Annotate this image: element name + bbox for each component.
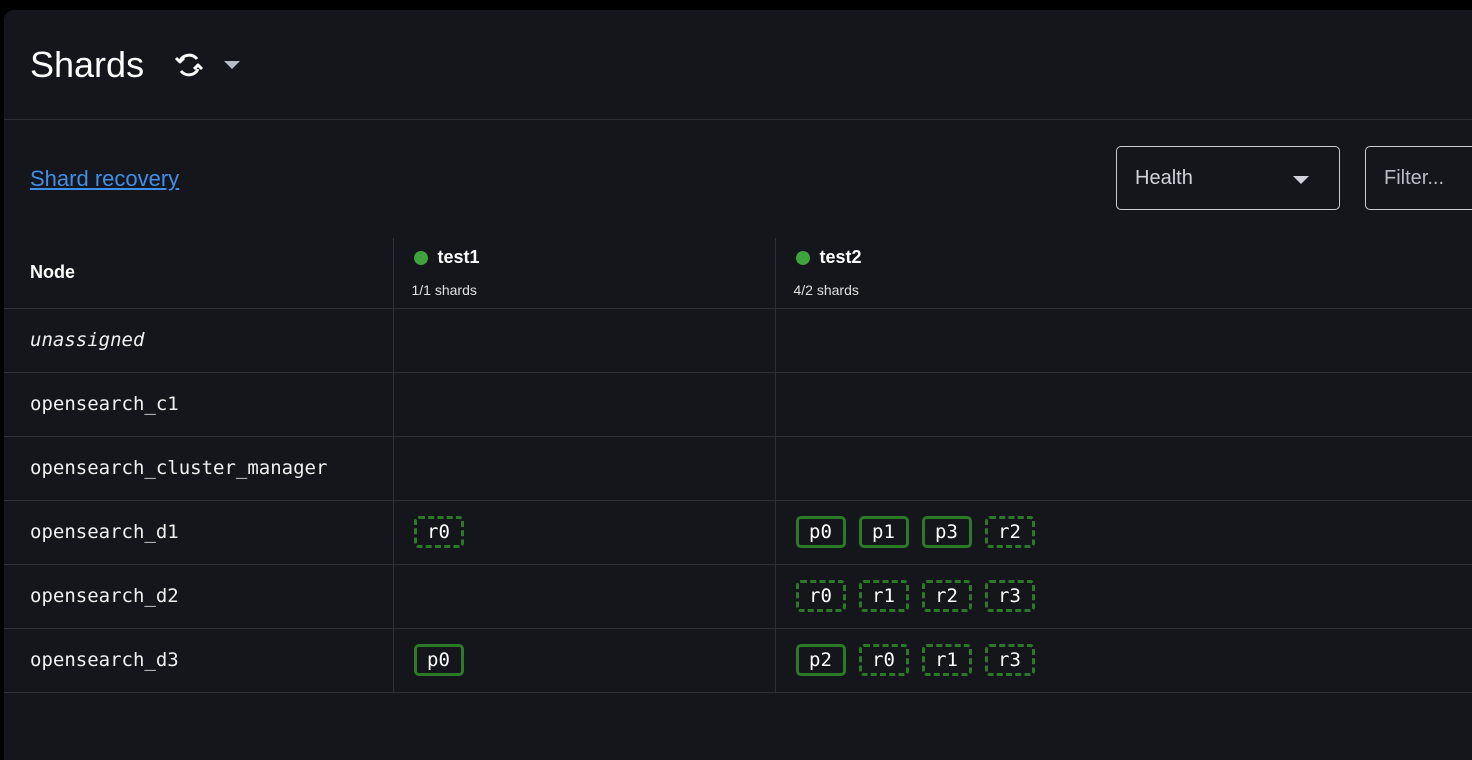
primary-shard-badge[interactable]: p1 xyxy=(858,516,909,548)
refresh-icon[interactable] xyxy=(172,48,206,82)
shards-panel: Shards Shard recovery Health Node test1 1… xyxy=(4,10,1472,760)
node-name: unassigned xyxy=(30,329,145,351)
page-title: Shards xyxy=(30,43,145,85)
replica-shard-badge[interactable]: r0 xyxy=(413,516,464,548)
primary-shard-badge[interactable]: p0 xyxy=(413,644,464,676)
shard-cell: r0 r1 r2 r3 xyxy=(775,564,1472,629)
chevron-down-icon xyxy=(1293,176,1309,184)
health-dot-icon xyxy=(795,250,810,265)
node-cell: unassigned xyxy=(4,308,394,373)
node-cell: opensearch_d1 xyxy=(4,500,394,565)
node-name: opensearch_c1 xyxy=(30,393,179,415)
index-shard-count: 4/2 shards xyxy=(793,282,859,299)
primary-shard-badge[interactable]: p2 xyxy=(795,644,846,676)
shard-cell xyxy=(775,436,1472,501)
index-header-test1[interactable]: test1 1/1 shards xyxy=(393,238,776,309)
replica-shard-badge[interactable]: r0 xyxy=(858,644,909,676)
table-row: unassigned xyxy=(4,308,1472,373)
shard-cell: p2 r0 r1 r3 xyxy=(775,628,1472,693)
index-name: test1 xyxy=(437,247,480,268)
replica-shard-badge[interactable]: r0 xyxy=(795,580,846,612)
health-select-value: Health xyxy=(1135,166,1193,189)
table-row: opensearch_d1 r0 p0 p1 p3 r2 xyxy=(4,500,1472,565)
shard-cell xyxy=(393,436,776,501)
shard-cell: p0 xyxy=(393,628,776,693)
index-header-test2[interactable]: test2 4/2 shards xyxy=(775,238,1472,309)
node-cell: opensearch_c1 xyxy=(4,372,394,437)
table-row: opensearch_cluster_manager xyxy=(4,436,1472,501)
table-row: opensearch_d2 r0 r1 r2 r3 xyxy=(4,564,1472,629)
node-name: opensearch_d2 xyxy=(30,585,179,607)
shard-cell xyxy=(393,372,776,437)
table-row: opensearch_d3 p0 p2 r0 r1 r3 xyxy=(4,628,1472,693)
primary-shard-badge[interactable]: p3 xyxy=(921,516,972,548)
health-select[interactable]: Health xyxy=(1116,146,1340,210)
index-shard-count: 1/1 shards xyxy=(411,282,477,299)
shard-cell xyxy=(775,372,1472,437)
primary-shard-badge[interactable]: p0 xyxy=(795,516,846,548)
node-cell: opensearch_cluster_manager xyxy=(4,436,394,501)
replica-shard-badge[interactable]: r2 xyxy=(921,580,972,612)
shard-cell: r0 xyxy=(393,500,776,565)
shard-recovery-link[interactable]: Shard recovery xyxy=(30,166,180,191)
node-cell: opensearch_d2 xyxy=(4,564,394,629)
replica-shard-badge[interactable]: r2 xyxy=(984,516,1035,548)
node-name: opensearch_cluster_manager xyxy=(30,457,328,479)
node-column-header: Node xyxy=(4,238,394,309)
shard-cell xyxy=(775,308,1472,373)
node-name: opensearch_d1 xyxy=(30,521,179,543)
toolbar: Shard recovery Health xyxy=(4,120,1472,238)
caret-down-icon[interactable] xyxy=(224,60,241,69)
shards-table: Node test1 1/1 shards test2 4/2 shards una… xyxy=(4,238,1472,693)
filter-input[interactable] xyxy=(1365,146,1472,210)
replica-shard-badge[interactable]: r1 xyxy=(921,644,972,676)
shard-cell: p0 p1 p3 r2 xyxy=(775,500,1472,565)
node-name: opensearch_d3 xyxy=(30,649,179,671)
health-dot-icon xyxy=(413,250,428,265)
replica-shard-badge[interactable]: r1 xyxy=(858,580,909,612)
replica-shard-badge[interactable]: r3 xyxy=(984,644,1035,676)
table-row: opensearch_c1 xyxy=(4,372,1472,437)
node-cell: opensearch_d3 xyxy=(4,628,394,693)
shard-cell xyxy=(393,564,776,629)
index-name: test2 xyxy=(819,247,862,268)
page-header: Shards xyxy=(4,10,1472,120)
shard-cell xyxy=(393,308,776,373)
replica-shard-badge[interactable]: r3 xyxy=(984,580,1035,612)
